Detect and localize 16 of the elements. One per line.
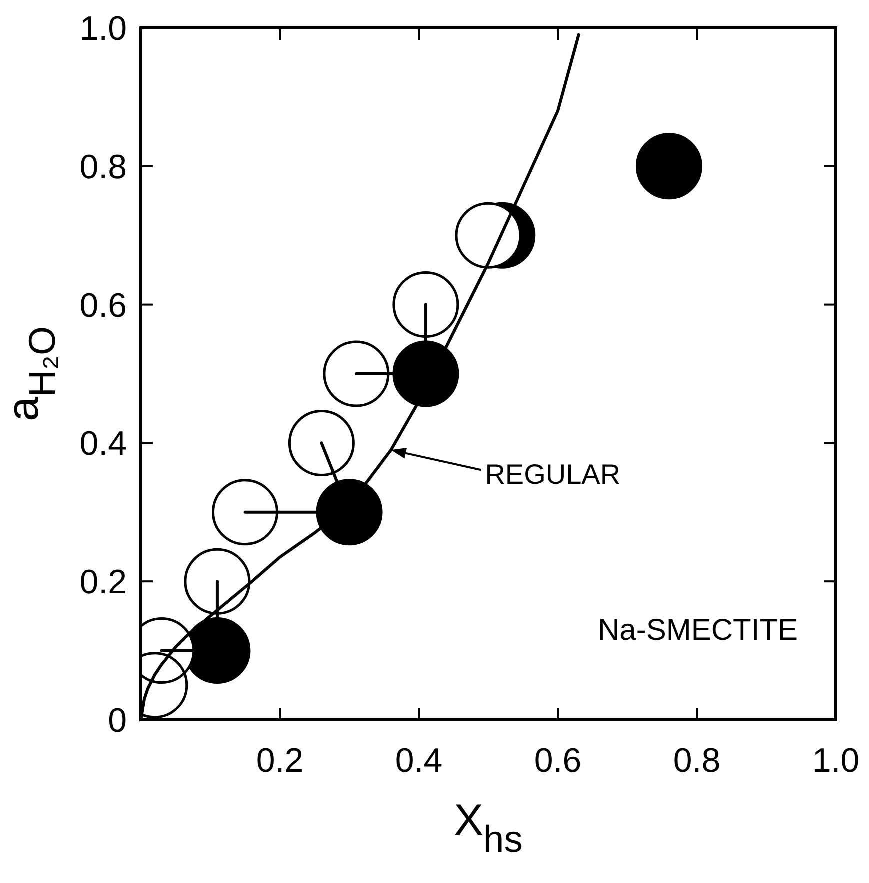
- x-tick-label: 0.2: [256, 742, 304, 780]
- x-tick-label: 0.4: [395, 742, 443, 780]
- y-tick-label: 0.2: [80, 564, 127, 602]
- y-tick-label: 0: [108, 702, 127, 740]
- y-tick-label: 0.4: [80, 425, 127, 464]
- x-axis-title: X$_{hs}$: [454, 796, 523, 860]
- x-tick-label: 0.8: [673, 742, 721, 780]
- y-tick-label: 0.8: [80, 148, 127, 186]
- y-tick-label: 0.6: [80, 286, 127, 325]
- point: [636, 133, 702, 200]
- x-tick-label: 1.0: [812, 742, 860, 780]
- annotation: REGULAR: [485, 459, 621, 490]
- y-tick-label: 1.0: [80, 10, 127, 48]
- point: [316, 479, 383, 546]
- annotation: Na-SMECTITE: [598, 614, 798, 647]
- x-tick-label: 0.6: [534, 742, 582, 780]
